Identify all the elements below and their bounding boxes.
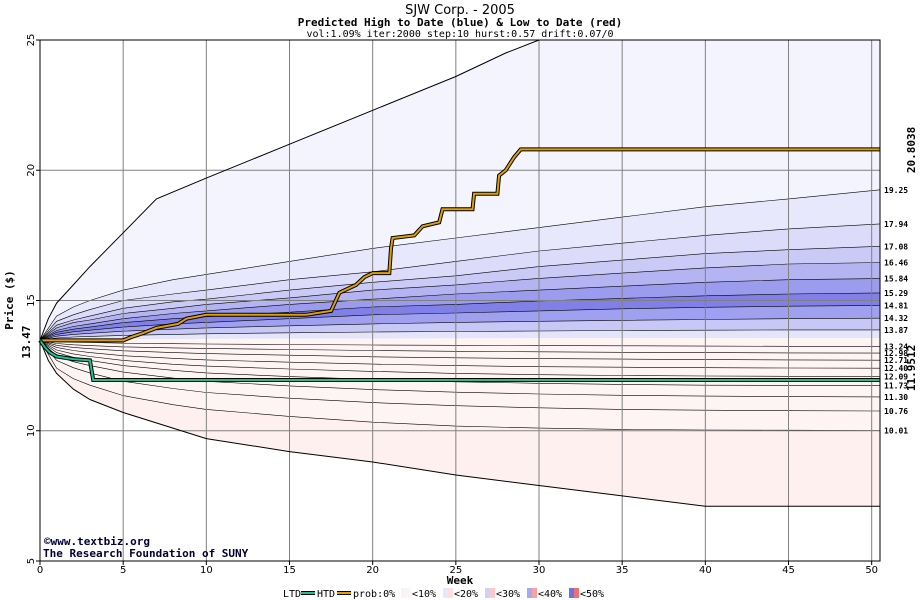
y-tick-label: 25 xyxy=(26,34,37,47)
credits-org: The Research Foundation of SUNY xyxy=(43,547,249,560)
legend-prob-label: <40% xyxy=(538,589,562,600)
band-high-6 xyxy=(40,292,880,341)
band-end-label: 13.87 xyxy=(884,326,908,335)
outer-high-line xyxy=(39,39,880,341)
probability-bands xyxy=(39,40,881,507)
band-end-label: 15.84 xyxy=(884,275,908,284)
x-tick-label: 15 xyxy=(283,565,296,576)
y-tick-label: 20 xyxy=(26,164,37,177)
series-lines xyxy=(38,147,880,382)
series-htd-line xyxy=(40,148,880,342)
band-high-1 xyxy=(40,189,880,341)
legend-prob-label: <50% xyxy=(580,589,604,600)
x-tick-label: 45 xyxy=(782,565,795,576)
band-end-label: 11.30 xyxy=(884,393,908,402)
band-end-label: 14.32 xyxy=(884,314,908,323)
legend-swatch-red xyxy=(490,588,495,598)
x-tick-label: 40 xyxy=(699,565,712,576)
chart-subtitle: Predicted High to Date (blue) & Low to D… xyxy=(298,16,623,29)
outer-low-line xyxy=(39,340,880,507)
band-high-9 xyxy=(40,329,880,341)
x-tick-label: 0 xyxy=(37,565,43,576)
band-end-label: 10.01 xyxy=(884,427,908,436)
legend-swatch-red xyxy=(448,588,453,598)
outer-envelope xyxy=(39,39,880,507)
legend-prob-label: <20% xyxy=(454,589,478,600)
chart-params: vol:1.09% iter:2000 step:10 hurst:0.57 d… xyxy=(306,29,613,40)
band-end-label: 15.29 xyxy=(884,289,908,298)
legend-prob-label: <10% xyxy=(412,589,436,600)
series-ltd-line xyxy=(39,339,880,381)
legend-swatch-blue xyxy=(569,588,574,598)
ltd-end-value: 11.9512 xyxy=(905,345,918,391)
band-end-label: 12.40 xyxy=(884,364,908,373)
x-tick-label: 50 xyxy=(865,565,878,576)
band-end-labels: 19.25 17.94 17.08 16.46 15.84 15.29 14.81 14.32… xyxy=(884,186,908,436)
band-end-label: 13.24 xyxy=(884,342,908,351)
legend-prob-prefix: prob:0% xyxy=(353,589,395,600)
y-tick-label: 10 xyxy=(26,424,37,437)
y-tick-label: 15 xyxy=(26,294,37,307)
x-axis-label: Week xyxy=(447,574,474,587)
band-high-5 xyxy=(40,278,880,341)
x-tick-label: 10 xyxy=(200,565,213,576)
y-axis-label: Price ($) xyxy=(3,270,16,330)
band-end-label: 19.25 xyxy=(884,186,908,195)
chart-title: SJW Corp. - 2005 xyxy=(405,3,515,18)
band-end-label: 17.94 xyxy=(884,220,908,229)
legend: LTD HTD prob:0% <10% <20% <30% <40% <50% xyxy=(283,588,604,600)
legend-swatch-blue xyxy=(401,588,406,598)
start-price-label: 13.47 xyxy=(20,325,33,358)
x-tick-label: 20 xyxy=(366,565,379,576)
band-end-label: 17.08 xyxy=(884,242,908,251)
x-tick-label: 25 xyxy=(449,565,462,576)
legend-swatch-blue xyxy=(443,588,448,598)
credits-site: ©www.textbiz.org xyxy=(44,535,150,548)
band-high-7 xyxy=(40,305,880,341)
band-end-label: 11.73 xyxy=(884,382,908,391)
band-end-label: 16.46 xyxy=(884,259,908,268)
legend-htd-label: HTD xyxy=(317,589,335,600)
x-tick-label: 30 xyxy=(533,565,546,576)
band-high-2 xyxy=(40,223,880,341)
y-axis-ticks: 5 10 15 20 25 xyxy=(26,34,40,564)
band-high-0 xyxy=(40,40,880,341)
y-tick-label: 5 xyxy=(26,558,37,564)
band-end-label: 12.98 xyxy=(884,349,908,358)
band-end-label: 10.76 xyxy=(884,407,908,416)
legend-swatch-blue xyxy=(527,588,532,598)
legend-prob-label: <30% xyxy=(496,589,520,600)
legend-ltd-label: LTD xyxy=(283,589,301,600)
band-high-4 xyxy=(40,262,880,341)
band-end-label: 14.81 xyxy=(884,301,908,310)
legend-swatch-red xyxy=(532,588,537,598)
legend-swatch-red xyxy=(574,588,579,598)
band-high-8 xyxy=(40,318,880,341)
credits-site-text: www.textbiz.org xyxy=(51,535,150,548)
copyright-icon: © xyxy=(44,535,51,548)
band-end-label: 12.09 xyxy=(884,372,908,381)
htd-end-value: 20.8038 xyxy=(905,127,918,173)
band-end-label: 12.71 xyxy=(884,356,908,365)
legend-swatch-blue xyxy=(485,588,490,598)
x-axis-ticks: 0 5 10 15 20 25 30 35 40 45 50 xyxy=(37,561,878,576)
x-tick-label: 35 xyxy=(616,565,629,576)
x-tick-label: 5 xyxy=(120,565,126,576)
legend-swatch-red xyxy=(406,588,411,598)
